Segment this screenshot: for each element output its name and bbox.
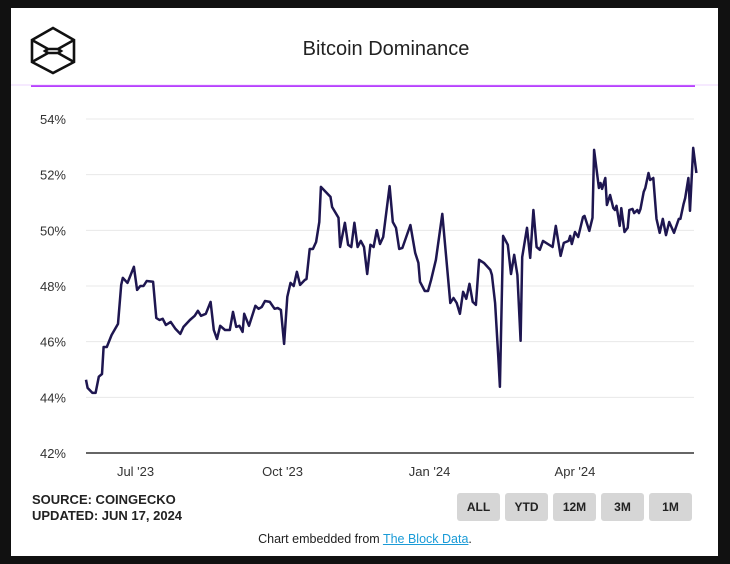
- chart-title: Bitcoin Dominance: [302, 38, 470, 60]
- y-tick-label: 50%: [40, 223, 66, 238]
- x-tick-label: Oct '23: [262, 464, 303, 479]
- y-tick-label: 42%: [40, 446, 66, 461]
- x-tick-label: Jan '24: [409, 464, 451, 479]
- y-tick-label: 48%: [40, 279, 66, 294]
- range-1m-button[interactable]: 1M: [649, 493, 692, 521]
- embed-credit: Chart embedded from The Block Data.: [0, 532, 730, 546]
- y-tick-label: 44%: [40, 390, 66, 405]
- logo-icon: [30, 26, 76, 75]
- range-all-button[interactable]: ALL: [457, 493, 500, 521]
- y-tick-label: 54%: [40, 112, 66, 127]
- x-tick-label: Jul '23: [117, 464, 154, 479]
- the-block-data-link[interactable]: The Block Data: [382, 532, 469, 546]
- source-label: SOURCE: COINGECKO: [32, 492, 176, 507]
- y-tick-label: 52%: [40, 168, 66, 183]
- y-tick-label: 46%: [40, 335, 66, 350]
- range-12m-button[interactable]: 12M: [553, 493, 596, 521]
- embed-prefix: Chart embedded from: [258, 532, 383, 546]
- series-line: [84, 146, 698, 395]
- embed-suffix: .: [468, 532, 472, 546]
- x-tick-label: Apr '24: [555, 464, 596, 479]
- range-ytd-button[interactable]: YTD: [505, 493, 548, 521]
- range-3m-button[interactable]: 3M: [601, 493, 644, 521]
- updated-label: UPDATED: JUN 17, 2024: [32, 508, 183, 523]
